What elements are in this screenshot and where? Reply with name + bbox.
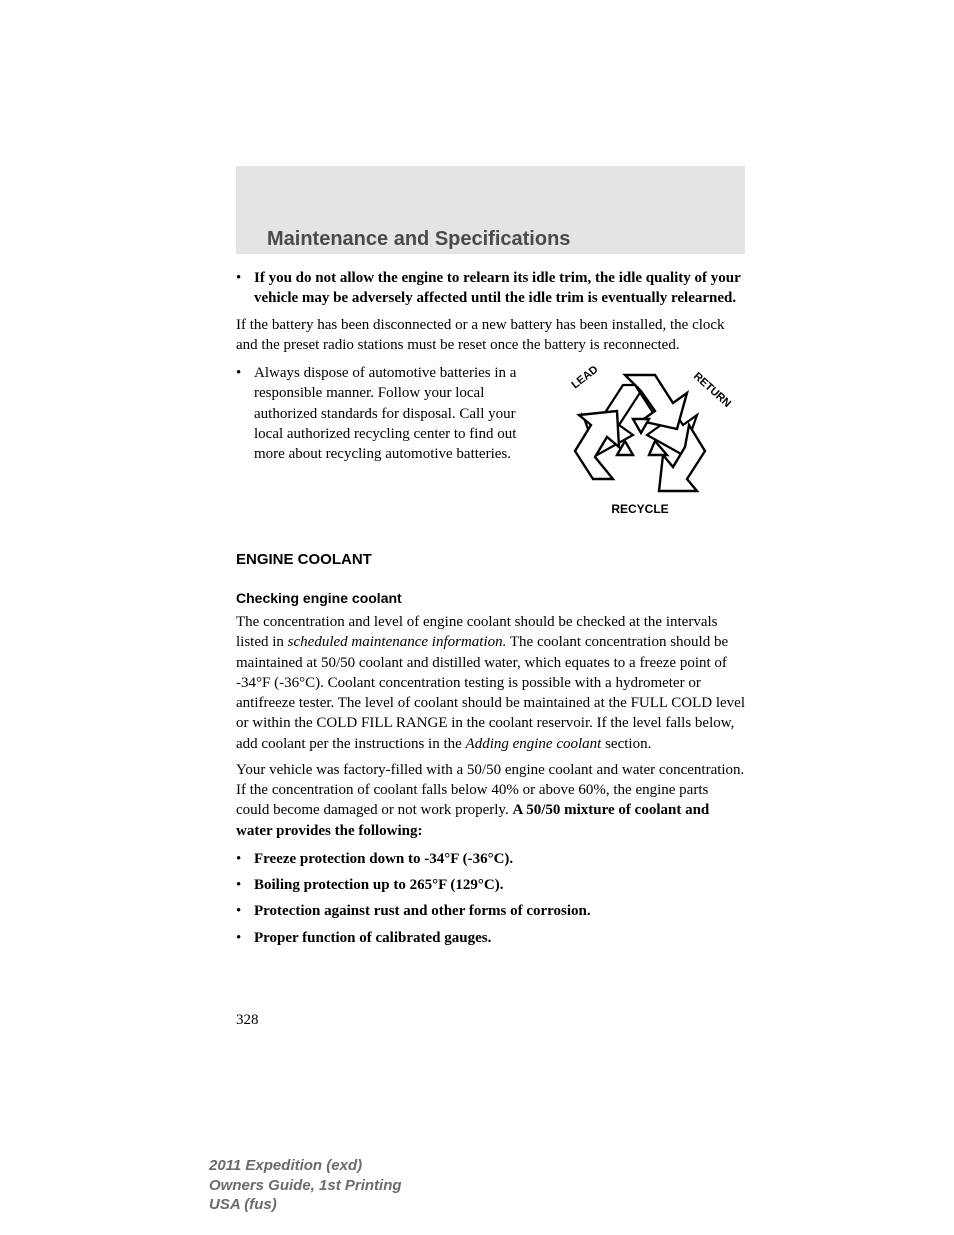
page-content: • If you do not allow the engine to rele… bbox=[236, 268, 745, 952]
coolant-bullet-row: • Boiling protection up to 265°F (129°C)… bbox=[236, 875, 745, 895]
return-label: RETURN bbox=[691, 370, 733, 410]
footer-block: 2011 Expedition (exd) Owners Guide, 1st … bbox=[209, 1156, 402, 1215]
engine-coolant-heading: ENGINE COOLANT bbox=[236, 551, 745, 568]
intro-bullet-row: • If you do not allow the engine to rele… bbox=[236, 268, 745, 309]
recycle-icon: LEAD RETURN RECYCLE bbox=[545, 363, 735, 523]
bullet-dot: • bbox=[236, 849, 254, 869]
coolant-para-1: The concentration and level of engine co… bbox=[236, 612, 745, 754]
dispose-left: • Always dispose of automotive batteries… bbox=[236, 363, 523, 523]
bullet-dot: • bbox=[236, 875, 254, 895]
footer-l1b: (exd) bbox=[326, 1157, 362, 1174]
coolant-p1-c: section. bbox=[601, 736, 651, 752]
coolant-p1-i: scheduled maintenance information. bbox=[288, 634, 507, 650]
battery-paragraph: If the battery has been disconnected or … bbox=[236, 315, 745, 356]
coolant-bullet-3: Proper function of calibrated gauges. bbox=[254, 928, 745, 948]
recycle-figure: LEAD RETURN RECYCLE bbox=[535, 363, 745, 523]
coolant-p1-i2: Adding engine coolant bbox=[466, 736, 602, 752]
footer-line-3: USA (fus) bbox=[209, 1195, 402, 1215]
checking-coolant-subheading: Checking engine coolant bbox=[236, 590, 745, 606]
bullet-dot: • bbox=[236, 901, 254, 921]
footer-line-2: Owners Guide, 1st Printing bbox=[209, 1176, 402, 1196]
dispose-bullet-row: • Always dispose of automotive batteries… bbox=[236, 363, 523, 464]
dispose-bullet-text: Always dispose of automotive batteries i… bbox=[254, 363, 523, 464]
coolant-bullet-row: • Protection against rust and other form… bbox=[236, 901, 745, 921]
page-number: 328 bbox=[236, 1012, 259, 1029]
coolant-para-2: Your vehicle was factory-filled with a 5… bbox=[236, 760, 745, 841]
page-title: Maintenance and Specifications bbox=[267, 228, 570, 251]
lead-label: LEAD bbox=[569, 363, 600, 391]
bullet-dot: • bbox=[236, 363, 254, 464]
bullet-dot: • bbox=[236, 268, 254, 309]
footer-l1a: 2011 Expedition bbox=[209, 1157, 326, 1174]
coolant-bullet-1: Boiling protection up to 265°F (129°C). bbox=[254, 875, 745, 895]
coolant-bullet-2: Protection against rust and other forms … bbox=[254, 901, 745, 921]
coolant-bullet-row: • Freeze protection down to -34°F (-36°C… bbox=[236, 849, 745, 869]
coolant-p1-b: The coolant concentration should be main… bbox=[236, 634, 745, 751]
bullet-dot: • bbox=[236, 928, 254, 948]
recycle-label: RECYCLE bbox=[611, 502, 668, 516]
intro-bullet-text: If you do not allow the engine to relear… bbox=[254, 268, 745, 309]
footer-l3b: (fus) bbox=[244, 1196, 277, 1213]
dispose-section: • Always dispose of automotive batteries… bbox=[236, 363, 745, 523]
coolant-bullet-row: • Proper function of calibrated gauges. bbox=[236, 928, 745, 948]
coolant-bullet-0: Freeze protection down to -34°F (-36°C). bbox=[254, 849, 745, 869]
footer-line-1: 2011 Expedition (exd) bbox=[209, 1156, 402, 1176]
footer-l3a: USA bbox=[209, 1196, 244, 1213]
